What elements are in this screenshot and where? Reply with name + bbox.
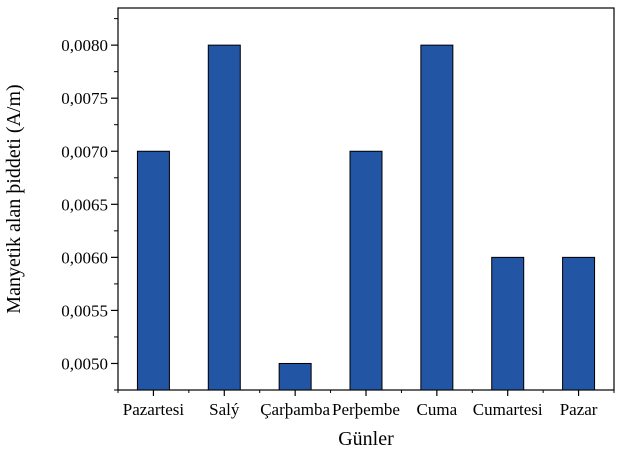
y-axis-ticks: 0,0050 0,0055 0,0060 0,0065 0,0070 0,0075 0,00… (61, 18, 118, 391)
x-tick-label: Pazartesi (123, 400, 185, 419)
bar-pazar (562, 256, 596, 391)
x-tick-label: Pazar (560, 400, 598, 419)
x-tick-label: Çarþamba (260, 400, 330, 419)
bar-pazartesi (136, 150, 170, 391)
y-tick-label: 0,0065 (61, 195, 108, 214)
x-axis-label: Günler (338, 428, 394, 450)
bar-cumartesi (491, 256, 525, 391)
x-tick-label: Cuma (417, 400, 458, 419)
y-tick-label: 0,0080 (61, 36, 108, 55)
bars-group (136, 44, 596, 391)
y-tick-label: 0,0050 (61, 354, 108, 373)
x-axis-ticks: Pazartesi Salý Çarþamba Perþembe Cuma Cumarte… (117, 390, 615, 419)
bar-perþembe (349, 150, 383, 391)
y-axis-label: Manyetik alan þiddeti (A/m) (3, 84, 25, 313)
x-tick-label: Cumartesi (473, 400, 543, 419)
x-tick-label: Perþembe (332, 400, 400, 419)
bar-salý (207, 44, 241, 391)
y-tick-label: 0,0060 (61, 248, 108, 267)
bar-çarþamba (278, 362, 312, 391)
y-tick-label: 0,0075 (61, 89, 108, 108)
y-tick-label: 0,0070 (61, 142, 108, 161)
x-tick-label: Salý (209, 400, 240, 419)
bar-cuma (420, 44, 454, 391)
y-tick-label: 0,0055 (61, 301, 108, 320)
